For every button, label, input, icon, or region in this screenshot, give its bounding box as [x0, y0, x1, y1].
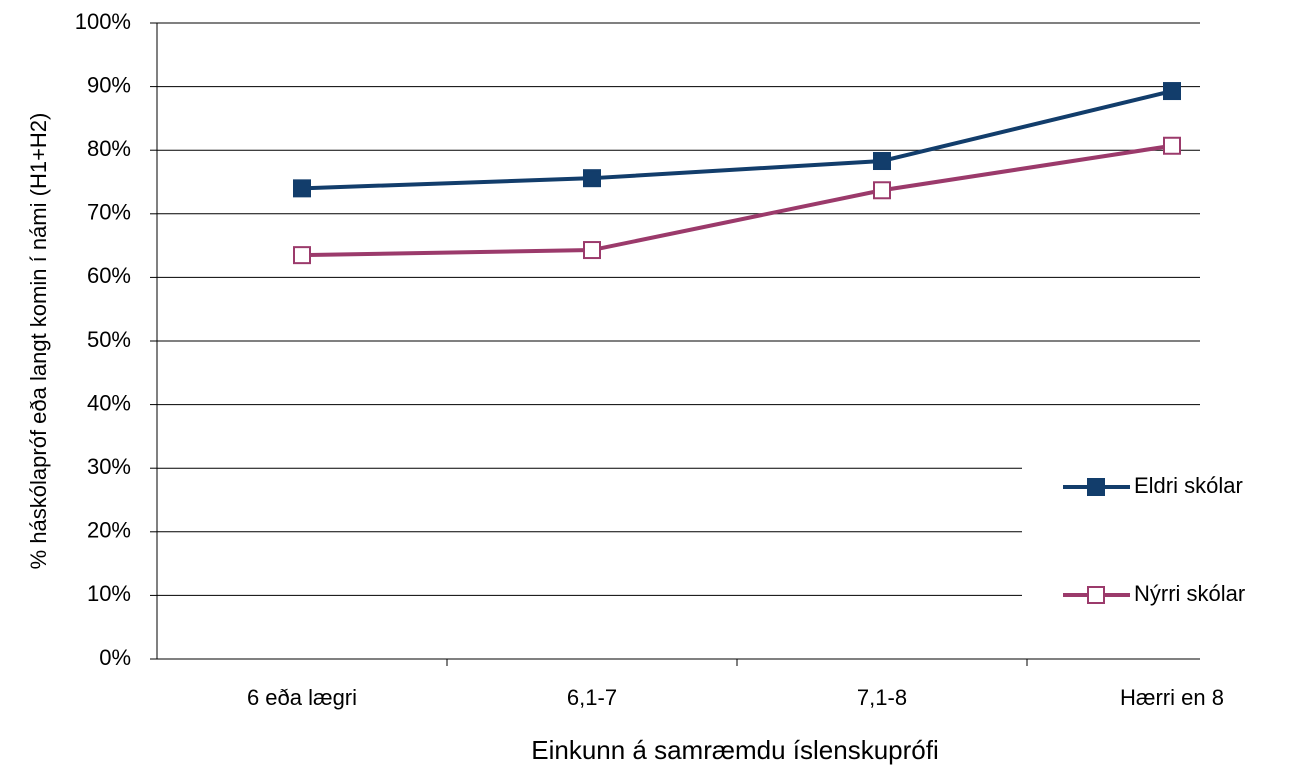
legend-label: Nýrri skólar [1134, 581, 1245, 606]
y-axis-title: % háskólapróf eða langt komin í námi (H1… [26, 113, 51, 570]
y-tick-label: 90% [87, 72, 131, 97]
marker [1163, 136, 1181, 155]
marker [1163, 82, 1181, 101]
y-tick-label: 60% [87, 263, 131, 288]
x-axis-title: Einkunn á samræmdu íslenskuprófi [531, 735, 939, 765]
series-line [301, 143, 1173, 258]
x-tick-label: 7,1-8 [857, 685, 907, 710]
x-tick-label: 6,1-7 [567, 685, 617, 710]
marker [1087, 586, 1105, 604]
y-tick-label: 80% [87, 136, 131, 161]
marker [583, 169, 601, 188]
series-line [301, 89, 1173, 191]
x-tick-label: 6 eða lægri [247, 685, 357, 710]
y-tick-label: 10% [87, 581, 131, 606]
y-tick-label: 70% [87, 200, 131, 225]
marker [873, 152, 891, 171]
marker [873, 181, 891, 200]
x-tick-label: Hærri en 8 [1120, 685, 1224, 710]
y-tick-label: 40% [87, 390, 131, 415]
marker [293, 179, 311, 198]
legend-box [1022, 440, 1292, 650]
y-tick-label: 100% [75, 9, 131, 34]
marker [1087, 478, 1105, 496]
legend-label: Eldri skólar [1134, 473, 1243, 498]
y-tick-label: 0% [99, 645, 131, 670]
y-tick-label: 50% [87, 327, 131, 352]
y-tick-label: 20% [87, 518, 131, 543]
y-tick-label: 30% [87, 454, 131, 479]
marker [583, 241, 601, 260]
marker [293, 246, 311, 265]
